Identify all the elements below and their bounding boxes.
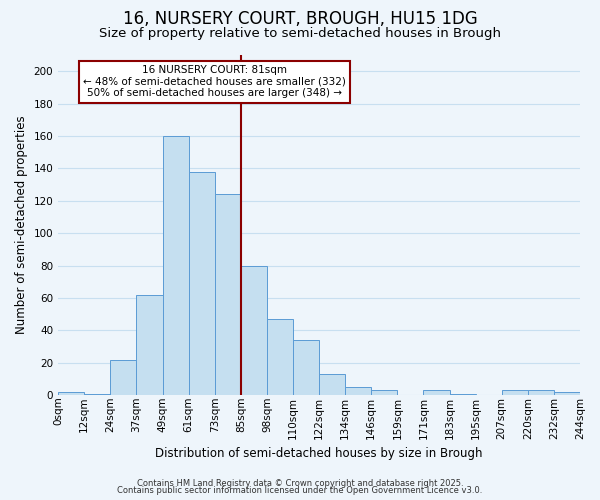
Bar (241, 266, 267, 395)
Bar (267, 319, 293, 395)
Bar (215, 194, 241, 395)
Bar (188, 172, 215, 395)
Text: Contains public sector information licensed under the Open Government Licence v3: Contains public sector information licen… (118, 486, 482, 495)
Bar (136, 294, 163, 395)
Bar (502, 390, 528, 395)
Bar (58, 392, 84, 395)
Bar (293, 340, 319, 395)
Bar (449, 394, 476, 395)
Text: Contains HM Land Registry data © Crown copyright and database right 2025.: Contains HM Land Registry data © Crown c… (137, 478, 463, 488)
Bar (345, 387, 371, 395)
Text: 16, NURSERY COURT, BROUGH, HU15 1DG: 16, NURSERY COURT, BROUGH, HU15 1DG (122, 10, 478, 28)
Bar (163, 136, 188, 395)
Text: 16 NURSERY COURT: 81sqm
← 48% of semi-detached houses are smaller (332)
50% of s: 16 NURSERY COURT: 81sqm ← 48% of semi-de… (83, 65, 346, 98)
Y-axis label: Number of semi-detached properties: Number of semi-detached properties (15, 116, 28, 334)
X-axis label: Distribution of semi-detached houses by size in Brough: Distribution of semi-detached houses by … (155, 447, 483, 460)
Bar (84, 394, 110, 395)
Bar (554, 392, 580, 395)
Bar (371, 390, 397, 395)
Bar (110, 360, 136, 395)
Bar (424, 390, 449, 395)
Bar (528, 390, 554, 395)
Text: Size of property relative to semi-detached houses in Brough: Size of property relative to semi-detach… (99, 28, 501, 40)
Bar (319, 374, 345, 395)
